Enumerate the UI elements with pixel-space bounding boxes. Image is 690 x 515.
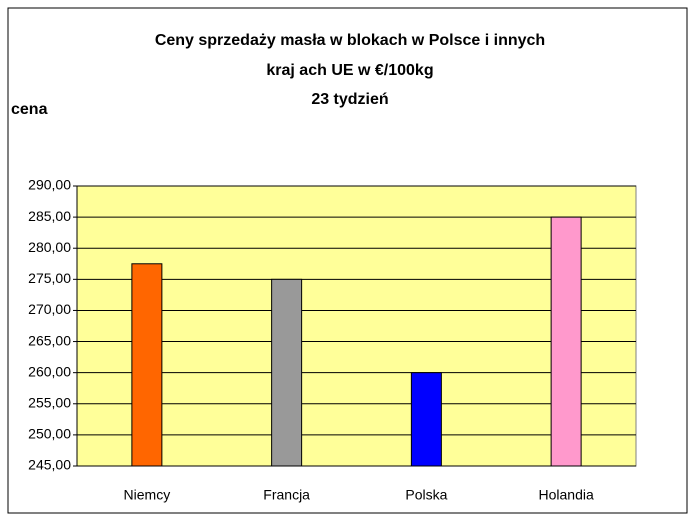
x-tick-label: Holandia (538, 487, 593, 503)
y-tick-label: 250,00 (28, 426, 71, 442)
chart-title: 23 tydzień (311, 91, 388, 108)
chart-title: kraj ach UE w €/100kg (266, 62, 433, 79)
y-tick-label: 290,00 (28, 177, 71, 193)
y-tick-label: 255,00 (28, 394, 71, 410)
x-tick-label: Francja (263, 487, 310, 503)
plot-area (76, 185, 637, 467)
y-tick-label: 275,00 (28, 270, 71, 286)
bar (410, 372, 442, 467)
y-tick-label: 245,00 (28, 457, 71, 473)
y-tick-label: 280,00 (28, 239, 71, 255)
y-tick-label: 265,00 (28, 332, 71, 348)
y-tick-label: 285,00 (28, 208, 71, 224)
bar (271, 278, 303, 467)
chart-title: Ceny sprzedaży masła w blokach w Polsce … (155, 32, 545, 49)
bar (131, 263, 163, 467)
x-tick-label: Polska (405, 487, 447, 503)
y-tick-label: 270,00 (28, 301, 71, 317)
x-tick-label: Niemcy (124, 487, 171, 503)
bar (550, 216, 582, 467)
y-axis-label: cena (11, 101, 48, 118)
y-tick-label: 260,00 (28, 363, 71, 379)
